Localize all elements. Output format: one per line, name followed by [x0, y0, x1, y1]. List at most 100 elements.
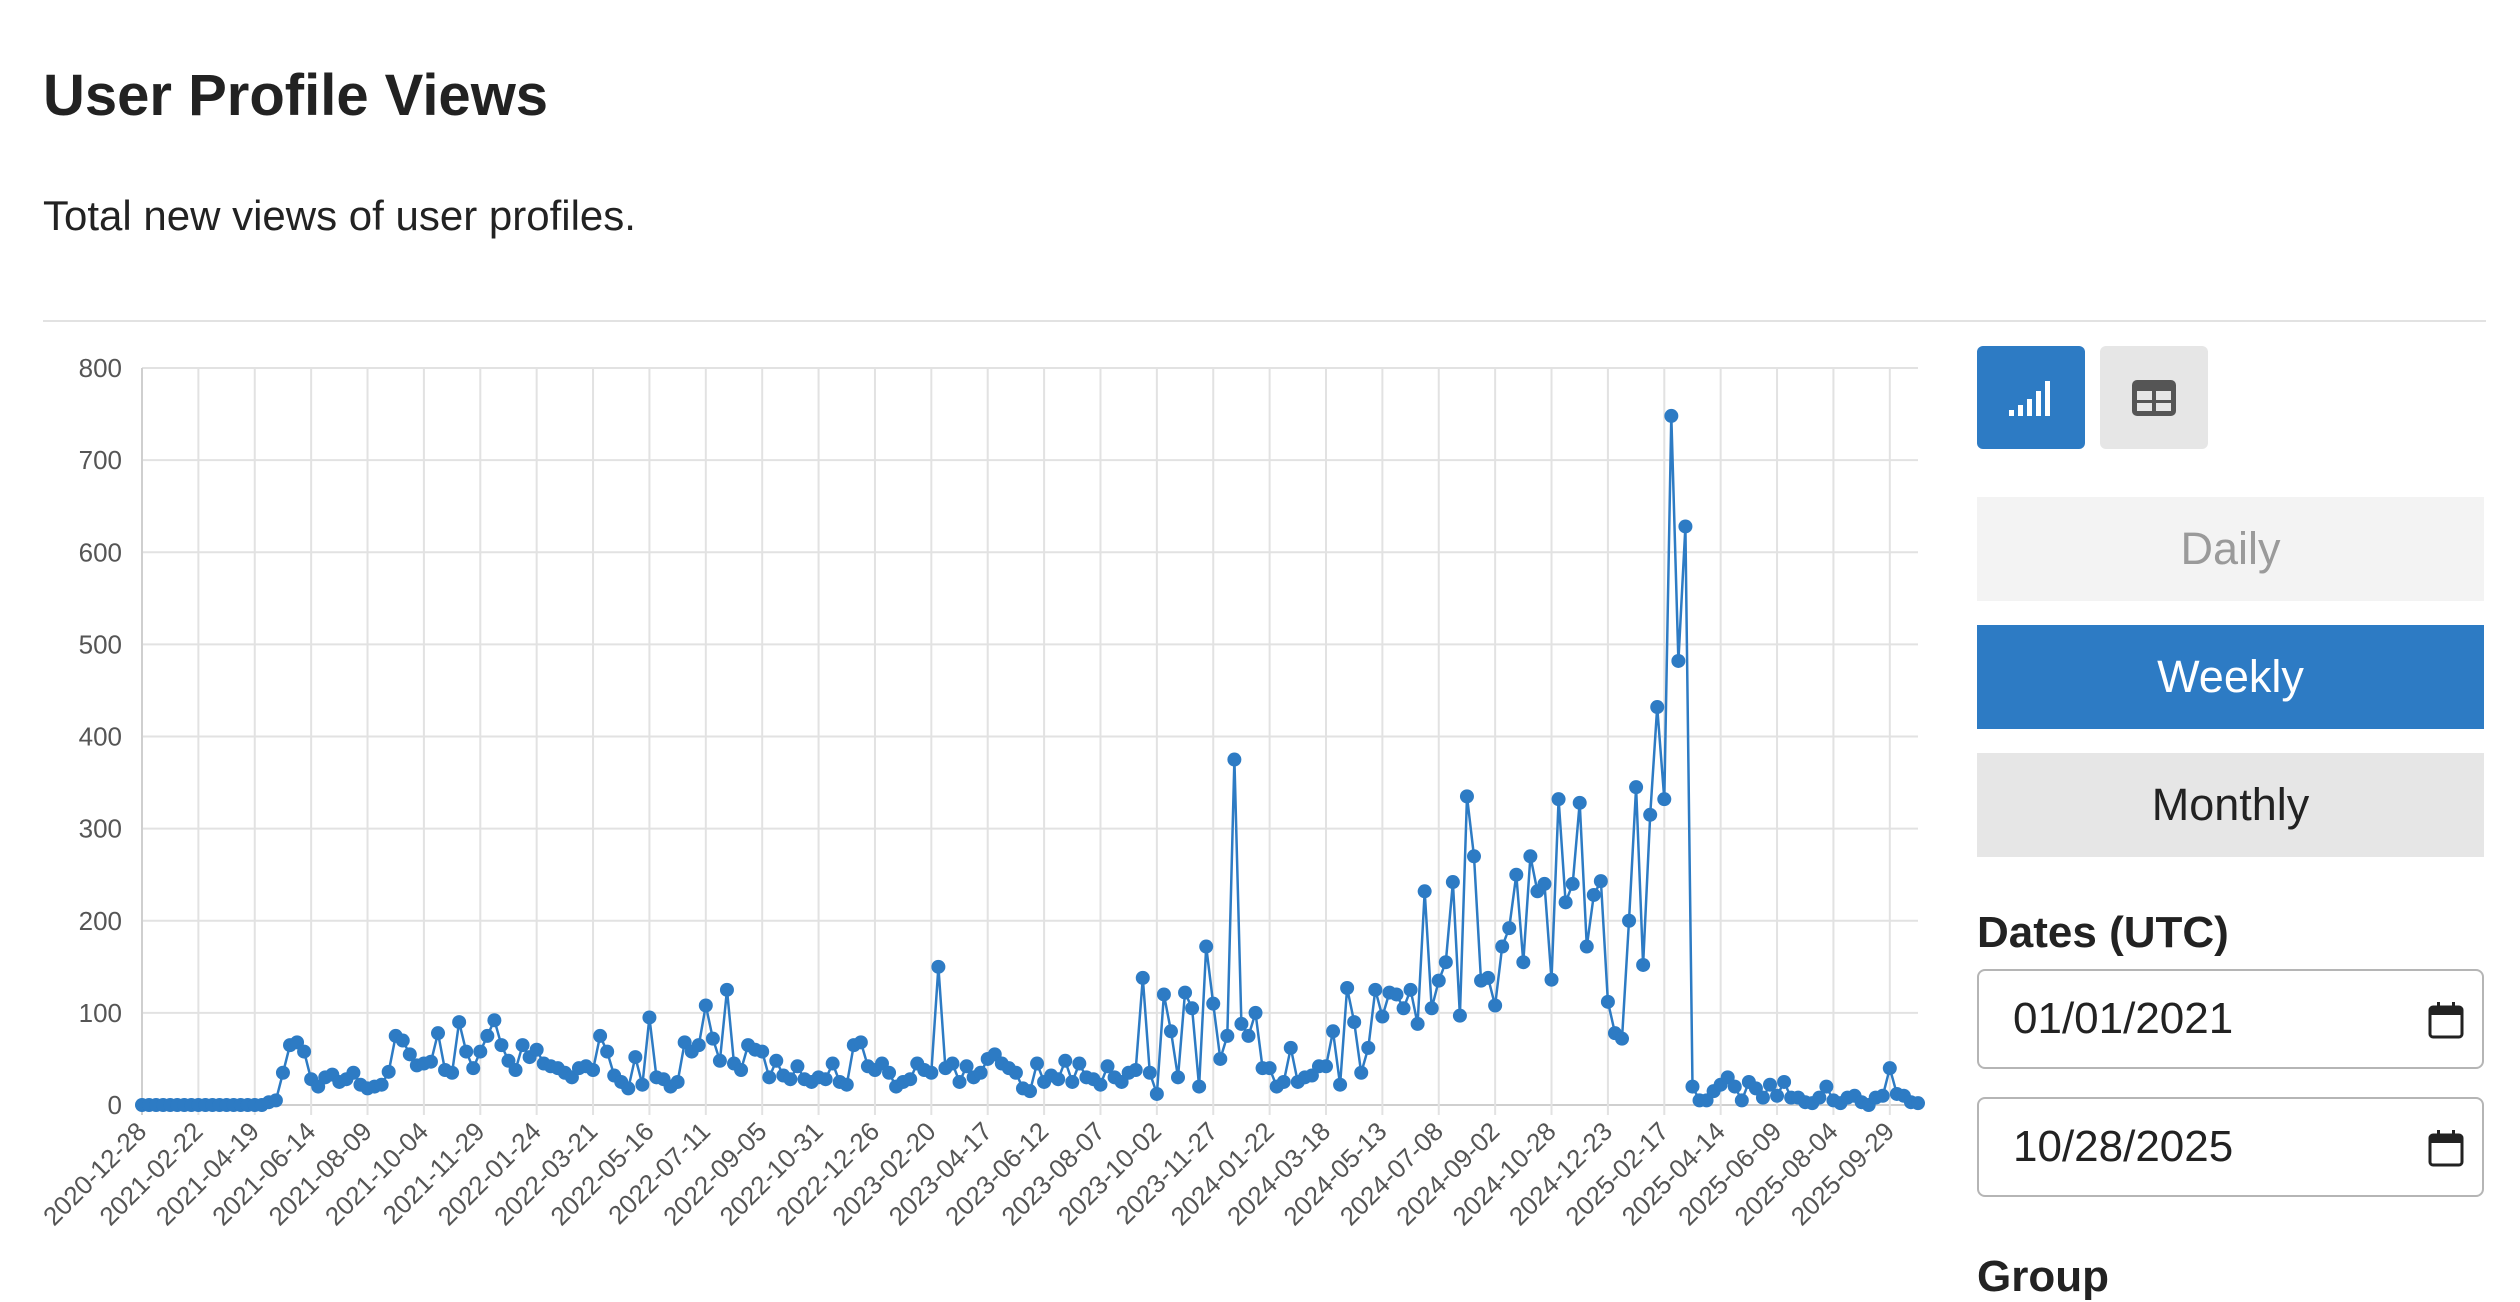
data-point	[452, 1015, 467, 1030]
data-point	[586, 1062, 601, 1077]
data-point	[480, 1028, 495, 1043]
data-point	[825, 1056, 840, 1071]
y-tick-label: 300	[79, 814, 122, 844]
data-point	[1572, 795, 1587, 810]
data-point	[1276, 1074, 1291, 1089]
page-title: User Profile Views	[43, 63, 549, 128]
data-point	[1319, 1059, 1333, 1074]
data-point	[297, 1044, 312, 1059]
data-point	[473, 1044, 488, 1059]
data-point	[945, 1056, 960, 1071]
data-point	[1664, 408, 1679, 423]
data-point	[1220, 1028, 1235, 1043]
daily-button[interactable]: Daily	[1977, 497, 2484, 601]
data-point	[423, 1054, 438, 1069]
data-point	[1812, 1090, 1827, 1105]
data-point	[1262, 1061, 1277, 1076]
data-point	[924, 1065, 939, 1080]
data-point	[593, 1028, 608, 1043]
data-point	[1579, 939, 1594, 954]
data-point	[712, 1053, 727, 1068]
chart-view-button[interactable]	[1977, 346, 2085, 449]
data-point	[466, 1061, 481, 1076]
data-point	[734, 1062, 749, 1077]
data-point	[839, 1077, 854, 1092]
data-point	[1643, 807, 1658, 822]
table-view-button[interactable]	[2100, 346, 2208, 449]
data-point	[600, 1044, 615, 1059]
end-date-input[interactable]: 10/28/2025	[1977, 1097, 2484, 1197]
data-point	[1875, 1088, 1890, 1103]
y-tick-label: 400	[79, 722, 122, 752]
data-point	[1326, 1024, 1341, 1039]
data-point	[931, 959, 946, 974]
data-point	[755, 1044, 770, 1059]
data-point	[275, 1065, 290, 1080]
data-point	[1023, 1084, 1037, 1099]
data-point	[670, 1074, 685, 1089]
data-point	[705, 1031, 720, 1046]
data-point	[1586, 887, 1601, 902]
data-point	[1030, 1056, 1045, 1071]
data-point	[1227, 752, 1242, 767]
data-point	[1431, 973, 1446, 988]
data-point	[1537, 876, 1552, 891]
weekly-button[interactable]: Weekly	[1977, 625, 2484, 729]
data-point	[1445, 875, 1460, 890]
monthly-button[interactable]: Monthly	[1977, 753, 2484, 857]
data-point	[402, 1047, 417, 1062]
line-chart: 01002003004005006007008002020-12-282021-…	[37, 353, 1925, 1231]
data-point	[508, 1062, 523, 1077]
data-point	[515, 1038, 530, 1053]
data-point	[1488, 998, 1503, 1013]
data-point	[1241, 1028, 1256, 1043]
data-point	[769, 1053, 784, 1068]
data-point	[1629, 780, 1644, 795]
data-point	[628, 1050, 643, 1065]
data-point	[952, 1074, 967, 1089]
data-point	[1600, 994, 1615, 1009]
data-point	[1777, 1074, 1792, 1089]
data-point	[1882, 1061, 1897, 1076]
data-point	[1100, 1059, 1115, 1074]
data-point	[853, 1035, 868, 1050]
data-point	[1163, 1024, 1178, 1039]
data-point	[1452, 1008, 1467, 1023]
data-point	[1516, 955, 1531, 970]
data-point	[818, 1072, 833, 1087]
end-date-value: 10/28/2025	[2013, 1122, 2234, 1171]
calendar-icon[interactable]	[2428, 1001, 2464, 1039]
data-point	[1093, 1077, 1108, 1092]
data-point	[1565, 876, 1580, 891]
data-point	[1403, 982, 1418, 997]
y-tick-label: 500	[79, 629, 122, 659]
data-point	[691, 1038, 706, 1053]
data-point	[903, 1072, 918, 1087]
data-point	[445, 1065, 460, 1080]
data-point	[1650, 700, 1665, 715]
data-point	[1593, 874, 1608, 889]
data-point	[1171, 1070, 1185, 1085]
data-point	[719, 982, 734, 997]
series-line	[142, 415, 1919, 1107]
data-point	[529, 1042, 544, 1057]
data-point	[635, 1077, 650, 1092]
data-point	[1248, 1005, 1263, 1020]
data-point	[1192, 1079, 1207, 1094]
y-tick-label: 200	[79, 906, 122, 936]
data-point	[1523, 849, 1538, 864]
dates-label: Dates (UTC)	[1977, 908, 2229, 957]
data-point	[1072, 1056, 1087, 1071]
data-point	[1135, 970, 1150, 985]
data-point	[1128, 1062, 1143, 1077]
data-point	[1368, 982, 1383, 997]
group-label: Group	[1977, 1252, 2109, 1301]
data-point	[1481, 970, 1496, 985]
data-point	[882, 1065, 897, 1080]
data-point	[1199, 939, 1214, 954]
calendar-icon[interactable]	[2428, 1129, 2464, 1167]
page-subtitle: Total new views of user profiles.	[43, 192, 636, 239]
data-point	[374, 1077, 389, 1092]
data-point	[346, 1065, 361, 1080]
start-date-input[interactable]: 01/01/2021	[1977, 969, 2484, 1069]
